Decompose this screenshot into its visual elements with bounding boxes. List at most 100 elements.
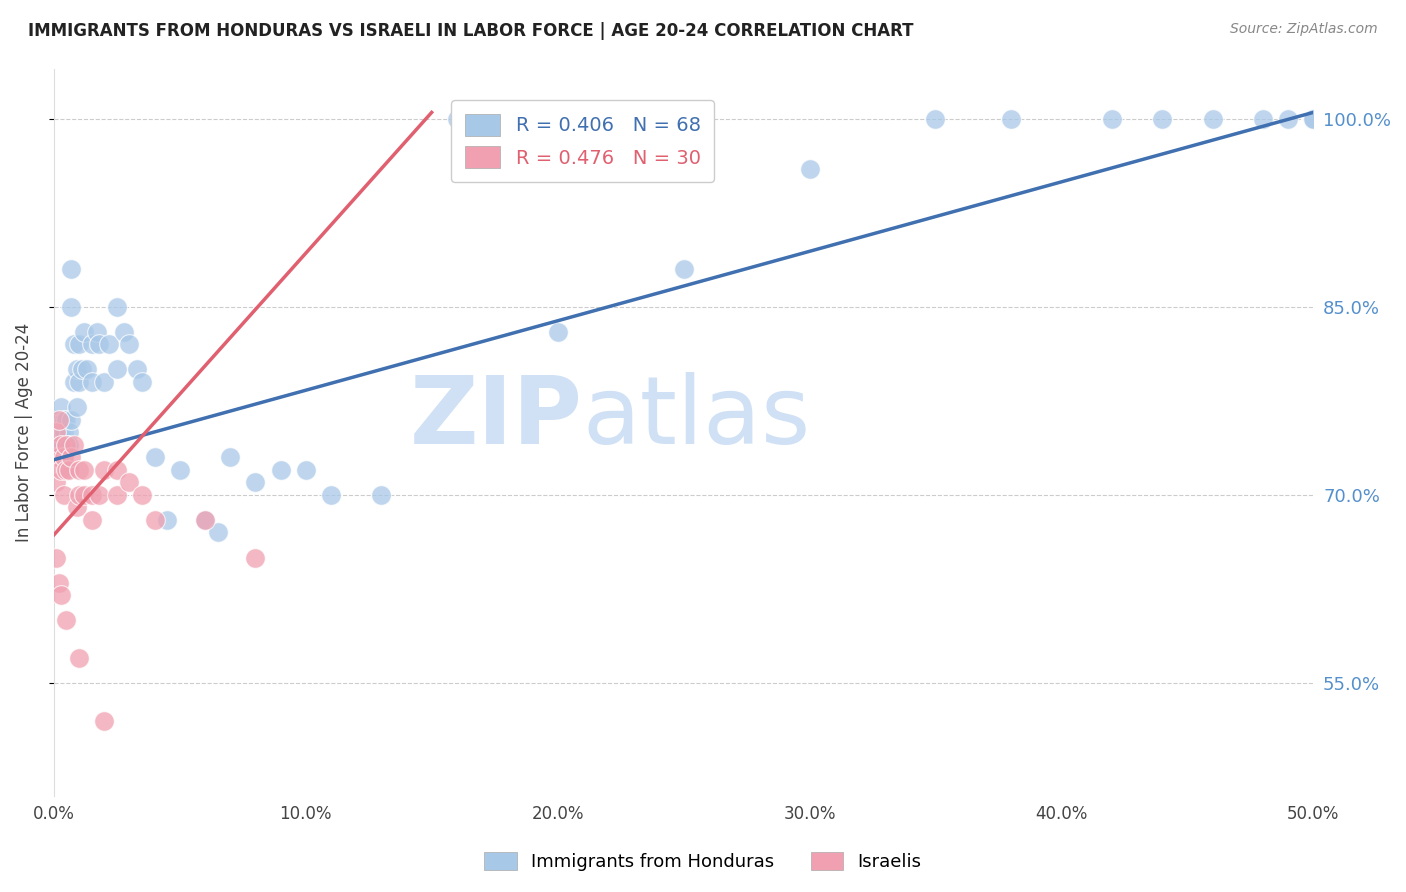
Point — [58, 438, 80, 452]
Point — [194, 513, 217, 527]
Point — [51, 425, 73, 439]
Point — [370, 488, 392, 502]
Point — [73, 463, 96, 477]
Point — [63, 375, 86, 389]
Point — [131, 488, 153, 502]
Point — [270, 463, 292, 477]
Point — [1201, 112, 1223, 126]
Point — [55, 438, 77, 452]
Point — [45, 412, 67, 426]
Point — [60, 262, 83, 277]
Point — [51, 463, 73, 477]
Point — [51, 438, 73, 452]
Point — [60, 300, 83, 314]
Point — [67, 463, 90, 477]
Point — [67, 488, 90, 502]
Legend: Immigrants from Honduras, Israelis: Immigrants from Honduras, Israelis — [477, 845, 929, 879]
Point — [672, 262, 695, 277]
Point — [48, 450, 70, 465]
Text: ZIP: ZIP — [411, 372, 583, 464]
Point — [55, 412, 77, 426]
Point — [63, 337, 86, 351]
Legend: R = 0.406   N = 68, R = 0.476   N = 30: R = 0.406 N = 68, R = 0.476 N = 30 — [451, 100, 714, 182]
Point — [65, 500, 87, 515]
Point — [58, 463, 80, 477]
Point — [55, 463, 77, 477]
Point — [245, 550, 267, 565]
Point — [45, 550, 67, 565]
Point — [93, 714, 115, 728]
Point — [105, 488, 128, 502]
Point — [60, 412, 83, 426]
Point — [105, 300, 128, 314]
Point — [51, 588, 73, 602]
Point — [207, 525, 229, 540]
Point — [446, 112, 468, 126]
Point — [799, 161, 821, 176]
Point — [45, 450, 67, 465]
Point — [319, 488, 342, 502]
Point — [52, 425, 75, 439]
Point — [76, 362, 98, 376]
Point — [89, 337, 111, 351]
Point — [48, 412, 70, 426]
Point — [1277, 112, 1299, 126]
Point — [143, 513, 166, 527]
Point — [105, 362, 128, 376]
Point — [80, 337, 103, 351]
Point — [1251, 112, 1274, 126]
Point — [48, 425, 70, 439]
Point — [80, 375, 103, 389]
Point — [86, 325, 108, 339]
Point — [80, 488, 103, 502]
Point — [1101, 112, 1123, 126]
Point — [45, 450, 67, 465]
Point — [194, 513, 217, 527]
Point — [48, 438, 70, 452]
Point — [48, 575, 70, 590]
Point — [1302, 112, 1324, 126]
Point — [73, 488, 96, 502]
Point — [1302, 112, 1324, 126]
Point — [98, 337, 121, 351]
Point — [45, 438, 67, 452]
Point — [93, 375, 115, 389]
Point — [65, 362, 87, 376]
Text: IMMIGRANTS FROM HONDURAS VS ISRAELI IN LABOR FORCE | AGE 20-24 CORRELATION CHART: IMMIGRANTS FROM HONDURAS VS ISRAELI IN L… — [28, 22, 914, 40]
Point — [1152, 112, 1174, 126]
Point — [65, 400, 87, 414]
Point — [245, 475, 267, 490]
Point — [45, 425, 67, 439]
Point — [70, 362, 93, 376]
Text: atlas: atlas — [583, 372, 811, 464]
Point — [51, 438, 73, 452]
Point — [48, 412, 70, 426]
Text: Source: ZipAtlas.com: Source: ZipAtlas.com — [1230, 22, 1378, 37]
Point — [89, 488, 111, 502]
Point — [55, 438, 77, 452]
Point — [924, 112, 946, 126]
Point — [131, 375, 153, 389]
Point — [52, 412, 75, 426]
Point — [60, 450, 83, 465]
Point — [58, 425, 80, 439]
Point — [156, 513, 179, 527]
Point — [67, 650, 90, 665]
Point — [67, 375, 90, 389]
Point — [63, 438, 86, 452]
Point — [125, 362, 148, 376]
Point — [105, 463, 128, 477]
Point — [80, 513, 103, 527]
Point — [143, 450, 166, 465]
Point — [48, 450, 70, 465]
Point — [45, 425, 67, 439]
Y-axis label: In Labor Force | Age 20-24: In Labor Force | Age 20-24 — [15, 323, 32, 541]
Point — [547, 325, 569, 339]
Point — [118, 475, 141, 490]
Point — [118, 337, 141, 351]
Point — [73, 325, 96, 339]
Point — [93, 463, 115, 477]
Point — [1000, 112, 1022, 126]
Point — [67, 337, 90, 351]
Point — [52, 450, 75, 465]
